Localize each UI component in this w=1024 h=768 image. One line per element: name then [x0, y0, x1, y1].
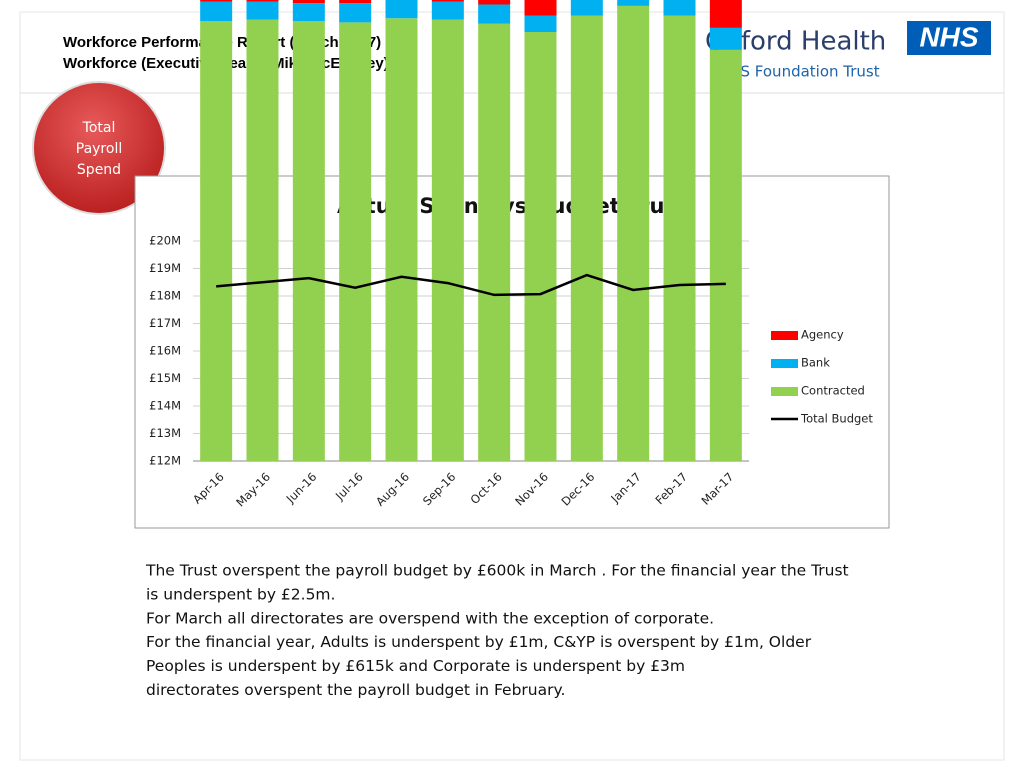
- bar-segment: [292, 3, 325, 21]
- y-tick-label: £17M: [149, 316, 181, 330]
- body-line: For March all directorates are overspend…: [146, 609, 714, 627]
- badge-line: Spend: [77, 162, 121, 178]
- badge-circle: [32, 81, 166, 215]
- legend-label: Contracted: [801, 384, 865, 398]
- badge-line: Total: [82, 120, 116, 136]
- bar-segment: [246, 0, 279, 2]
- body-line: For the financial year, Adults is unders…: [146, 633, 812, 651]
- legend-swatch: [771, 359, 798, 368]
- body-line: The Trust overspent the payroll budget b…: [145, 562, 849, 580]
- y-tick-label: £15M: [149, 371, 181, 385]
- bar-segment: [200, 1, 233, 21]
- bar-segment: [385, 18, 418, 461]
- body-line: directorates overspent the payroll budge…: [146, 681, 565, 699]
- bar-segment: [292, 0, 325, 4]
- badge-text: Total Payroll Spend: [76, 120, 122, 178]
- bar-segment: [200, 21, 233, 461]
- y-tick-label: £19M: [149, 261, 181, 275]
- bar-segment: [431, 19, 464, 461]
- y-tick-label: £16M: [149, 344, 181, 358]
- bar-segment: [663, 0, 696, 16]
- bar-segment: [339, 22, 372, 461]
- y-tick-label: £20M: [149, 234, 181, 248]
- logo-badge: NHS: [919, 21, 978, 52]
- bar-segment: [431, 0, 464, 2]
- bar-segment: [478, 23, 511, 461]
- budget-line: [216, 273, 726, 297]
- body-line: Peoples is underspent by £615k and Corpo…: [146, 657, 685, 675]
- legend-swatch: [771, 331, 798, 340]
- bar-segment: [524, 32, 557, 461]
- chart: £12M£13M£14M£15M£16M£17M£18M£19M£20MApr-…: [149, 0, 873, 510]
- bar-segment: [663, 15, 696, 461]
- y-tick-label: £18M: [149, 289, 181, 303]
- body-line: is underspent by £2.5m.: [146, 585, 335, 603]
- legend-label: Total Budget: [800, 412, 873, 426]
- legend-label: Bank: [801, 356, 830, 370]
- bar-segment: [478, 4, 511, 24]
- bar-segment: [246, 19, 279, 461]
- bar-segment: [709, 27, 742, 50]
- bar-segment: [709, 0, 742, 28]
- y-tick-label: £13M: [149, 426, 181, 440]
- slide-frame: [19, 11, 1005, 761]
- bar-segment: [339, 3, 372, 23]
- bar-segment: [570, 0, 603, 16]
- y-tick-label: £12M: [149, 454, 181, 468]
- y-tick-label: £14M: [149, 399, 181, 413]
- bar-segment: [200, 0, 233, 2]
- bar-segment: [478, 0, 511, 5]
- badge-line: Payroll: [76, 141, 122, 157]
- bar-segment: [524, 15, 557, 32]
- bar-segment: [570, 15, 603, 461]
- logo-box: [907, 21, 991, 55]
- bar-segment: [524, 0, 557, 16]
- legend-swatch: [771, 387, 798, 396]
- bar-segment: [385, 0, 418, 19]
- bar-segment: [339, 0, 372, 4]
- bar-segment: [617, 0, 650, 6]
- legend-label: Agency: [801, 328, 844, 342]
- bar-segment: [246, 1, 279, 20]
- bar-segment: [617, 5, 650, 461]
- body-text: The Trust overspent the payroll budget b…: [145, 562, 849, 700]
- bar-segment: [292, 21, 325, 461]
- bar-segment: [431, 1, 464, 20]
- logo-trust: NHS Foundation Trust: [718, 63, 880, 81]
- bar-segment: [709, 49, 742, 461]
